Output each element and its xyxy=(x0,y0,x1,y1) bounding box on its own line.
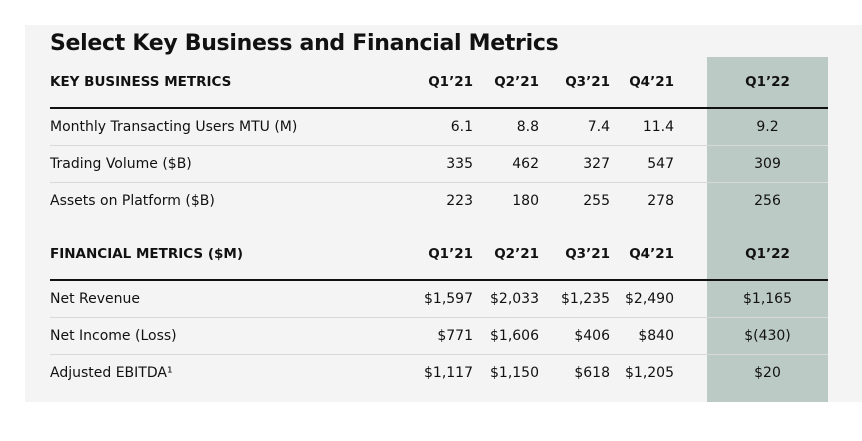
table-row: Monthly Transacting Users MTU (M) 6.1 8.… xyxy=(50,108,828,146)
cell: 8.8 xyxy=(473,108,539,146)
table-row: Trading Volume ($B) 335 462 327 547 309 xyxy=(50,145,828,183)
cell: $618 xyxy=(574,364,610,381)
cell: 255 xyxy=(583,192,610,209)
cell: $406 xyxy=(539,317,610,355)
cell: 327 xyxy=(539,145,610,183)
cell: 223 xyxy=(446,192,473,209)
cell: 335 xyxy=(417,145,473,183)
column-header: Q4’21 xyxy=(610,228,674,281)
section-heading: FINANCIAL METRICS ($M) xyxy=(50,228,417,281)
column-header: Q1’21 xyxy=(417,228,473,281)
cell: $2,490 xyxy=(610,280,674,318)
row-label: Adjusted EBITDA¹ xyxy=(50,364,173,381)
table-row: Adjusted EBITDA¹ $1,117 $1,150 $618 $1,2… xyxy=(50,354,828,391)
column-header: Q4’21 xyxy=(610,57,674,109)
cell-current: $20 xyxy=(754,364,781,381)
column-header: Q2’21 xyxy=(473,228,539,281)
column-header: Q2’21 xyxy=(473,57,539,109)
cell: $1,235 xyxy=(539,280,610,318)
cell-current: 9.2 xyxy=(707,108,828,146)
page-title: Select Key Business and Financial Metric… xyxy=(50,31,559,56)
cell: $2,033 xyxy=(473,280,539,318)
column-header: Q3’21 xyxy=(539,228,610,281)
table-row: Net Revenue $1,597 $2,033 $1,235 $2,490 … xyxy=(50,280,828,318)
cell: $1,117 xyxy=(424,364,473,381)
key-business-metrics-table: KEY BUSINESS METRICS Q1’21 Q2’21 Q3’21 Q… xyxy=(50,57,828,219)
column-header: Q1’21 xyxy=(417,57,473,109)
cell: $840 xyxy=(610,317,674,355)
table-row: Net Income (Loss) $771 $1,606 $406 $840 … xyxy=(50,317,828,355)
cell: $1,205 xyxy=(625,364,674,381)
cell: 278 xyxy=(647,192,674,209)
cell: 11.4 xyxy=(610,108,674,146)
cell-current: $(430) xyxy=(707,317,828,355)
cell: 7.4 xyxy=(539,108,610,146)
row-label: Monthly Transacting Users MTU (M) xyxy=(50,108,417,146)
row-label: Assets on Platform ($B) xyxy=(50,192,215,209)
cell-current: 309 xyxy=(707,145,828,183)
cell: 462 xyxy=(473,145,539,183)
cell: 547 xyxy=(610,145,674,183)
row-label: Net Revenue xyxy=(50,280,417,318)
cell: $1,150 xyxy=(490,364,539,381)
table-row: Assets on Platform ($B) 223 180 255 278 … xyxy=(50,182,828,219)
cell: $771 xyxy=(417,317,473,355)
cell-current: $1,165 xyxy=(707,280,828,318)
row-label: Trading Volume ($B) xyxy=(50,145,417,183)
cell: 180 xyxy=(512,192,539,209)
cell: $1,597 xyxy=(417,280,473,318)
financial-metrics-table: FINANCIAL METRICS ($M) Q1’21 Q2’21 Q3’21… xyxy=(50,228,828,391)
cell: $1,606 xyxy=(473,317,539,355)
column-header-current: Q1’22 xyxy=(707,228,828,281)
cell-current: 256 xyxy=(754,192,781,209)
column-header-current: Q1’22 xyxy=(707,57,828,109)
section-heading: KEY BUSINESS METRICS xyxy=(50,57,417,109)
row-label: Net Income (Loss) xyxy=(50,317,417,355)
column-header: Q3’21 xyxy=(539,57,610,109)
cell: 6.1 xyxy=(417,108,473,146)
